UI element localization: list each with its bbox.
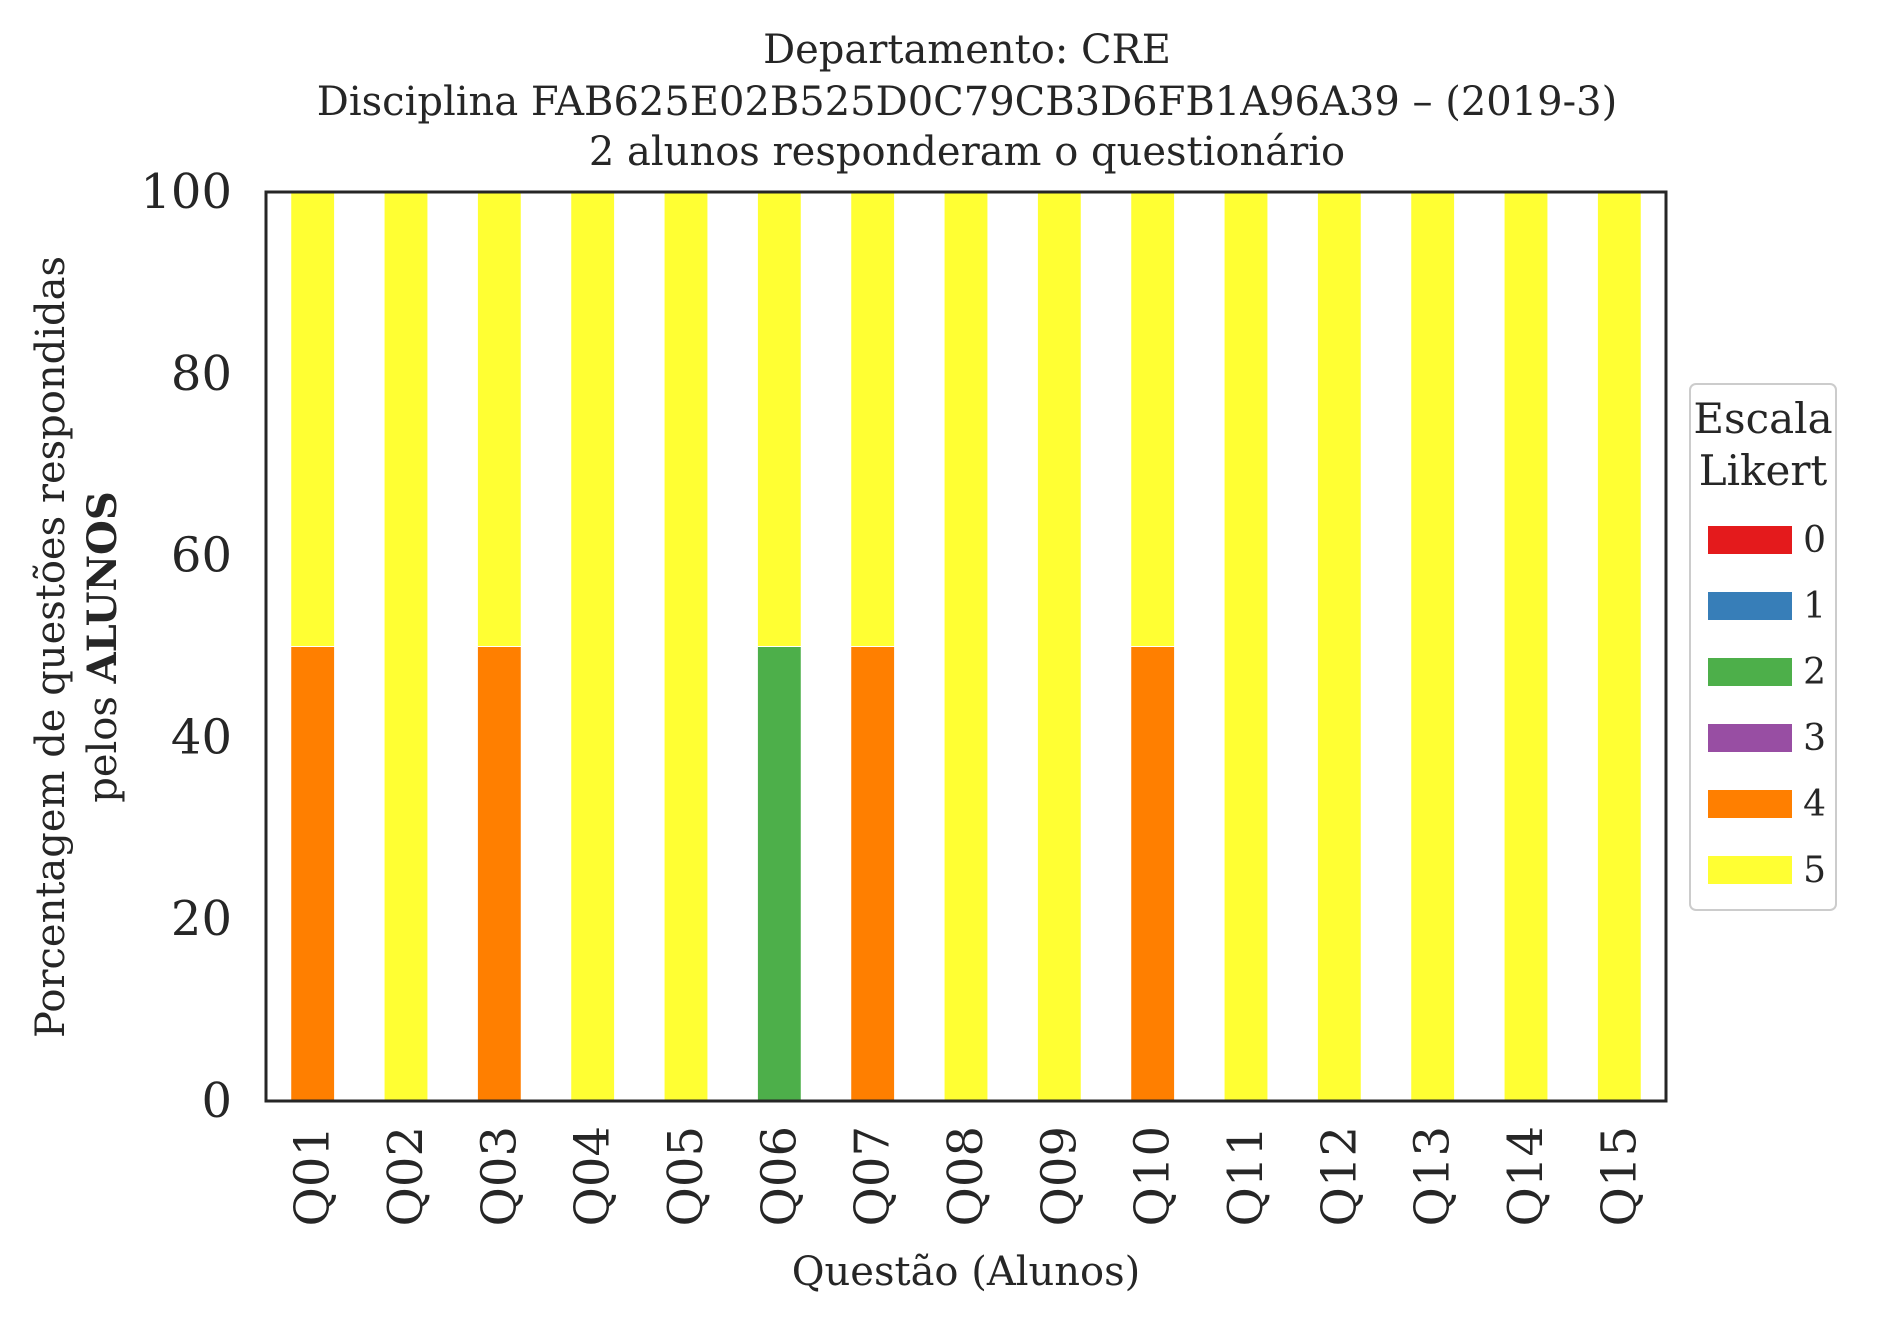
legend-label-1: 1 [1803,586,1826,627]
bar-q10-level-5 [1130,191,1176,647]
y-axis-ticks: 0 20 40 60 80 100 [140,164,232,1129]
x-axis-ticks: Q01 Q02 Q03 Q04 Q05 Q06 Q07 Q08 Q09 Q10 Q11 Q12 Q13 Q… [285,1126,1648,1226]
legend-label-4: 4 [1803,784,1826,825]
legend-label-2: 2 [1803,652,1826,693]
x-axis-label: Questão (Alunos) [792,1249,1141,1295]
bar-q06-level-5 [756,191,802,647]
legend-swatch-4 [1708,790,1792,818]
bar-q01-level-5 [290,191,336,647]
bar-q15-level-5 [1596,191,1642,1102]
bar-q06-level-2 [756,646,802,1102]
title-line-3: 2 alunos responderam o questionário [589,129,1345,175]
legend-swatch-5 [1708,856,1792,884]
x-tick-label: Q13 [1405,1126,1461,1226]
x-tick-label: Q09 [1031,1126,1087,1226]
legend-swatch-0 [1708,526,1792,554]
legend-swatch-3 [1708,724,1792,752]
x-tick-label: Q02 [378,1126,434,1226]
legend-title-line-2: Likert [1699,446,1828,495]
x-tick-label: Q11 [1218,1126,1274,1226]
x-tick-label: Q14 [1498,1126,1554,1226]
title-line-1: Departamento: CRE [763,27,1171,73]
bar-q11-level-5 [1223,191,1269,1102]
x-tick-label: Q03 [471,1126,527,1226]
legend-title-line-1: Escala [1693,394,1832,443]
chart-title: Departamento: CRE Disciplina FAB625E02B5… [317,27,1617,175]
bar-q01-level-4 [290,646,336,1102]
legend-box [1689,383,1837,911]
bars-group [290,191,1642,1102]
x-tick-label: Q12 [1311,1126,1367,1226]
bar-q03-level-4 [476,646,522,1102]
x-tick-label: Q15 [1591,1126,1647,1226]
bar-q14-level-5 [1503,191,1549,1102]
bar-q12-level-5 [1316,191,1362,1102]
legend-label-3: 3 [1803,718,1826,759]
legend-items: 0 1 2 3 4 5 [1708,520,1826,891]
title-line-2: Disciplina FAB625E02B525D0C79CB3D6FB1A96… [317,79,1617,125]
bar-q10-level-4 [1130,646,1176,1102]
legend-label-5: 5 [1803,850,1826,891]
bar-q02-level-5 [383,191,429,1102]
legend: Escala Likert 0 1 2 3 4 5 [1689,383,1837,911]
bar-q13-level-5 [1410,191,1456,1102]
x-tick-label: Q05 [658,1126,714,1226]
y-axis-label-line-2: pelos ALUNOS [79,491,126,803]
bar-q08-level-5 [943,191,989,1102]
x-tick-label: Q04 [565,1126,621,1226]
bar-q03-level-5 [476,191,522,647]
legend-swatch-1 [1708,592,1792,620]
y-tick-label: 80 [171,346,232,402]
x-tick-label: Q06 [751,1126,807,1226]
bar-q07-level-4 [850,646,896,1102]
y-axis-label-prefix: pelos [80,683,126,802]
y-tick-label: 0 [201,1073,232,1129]
legend-label-0: 0 [1803,520,1826,561]
bar-q07-level-5 [850,191,896,647]
y-tick-label: 40 [171,709,232,765]
y-tick-label: 60 [171,528,232,584]
x-tick-label: Q01 [285,1126,341,1226]
y-axis-label-line-1: Porcentagem de questões respondidas [28,256,74,1038]
x-tick-label: Q10 [1125,1126,1181,1226]
plot-frame [264,190,1668,1103]
y-tick-label: 20 [171,891,232,947]
y-axis-label-bold: ALUNOS [79,491,126,684]
bar-q04-level-5 [570,191,616,1102]
legend-swatch-2 [1708,658,1792,686]
bar-q05-level-5 [663,191,709,1102]
x-tick-label: Q07 [845,1126,901,1226]
y-tick-label: 100 [140,164,232,220]
x-tick-label: Q08 [938,1126,994,1226]
bar-q09-level-5 [1036,191,1082,1102]
